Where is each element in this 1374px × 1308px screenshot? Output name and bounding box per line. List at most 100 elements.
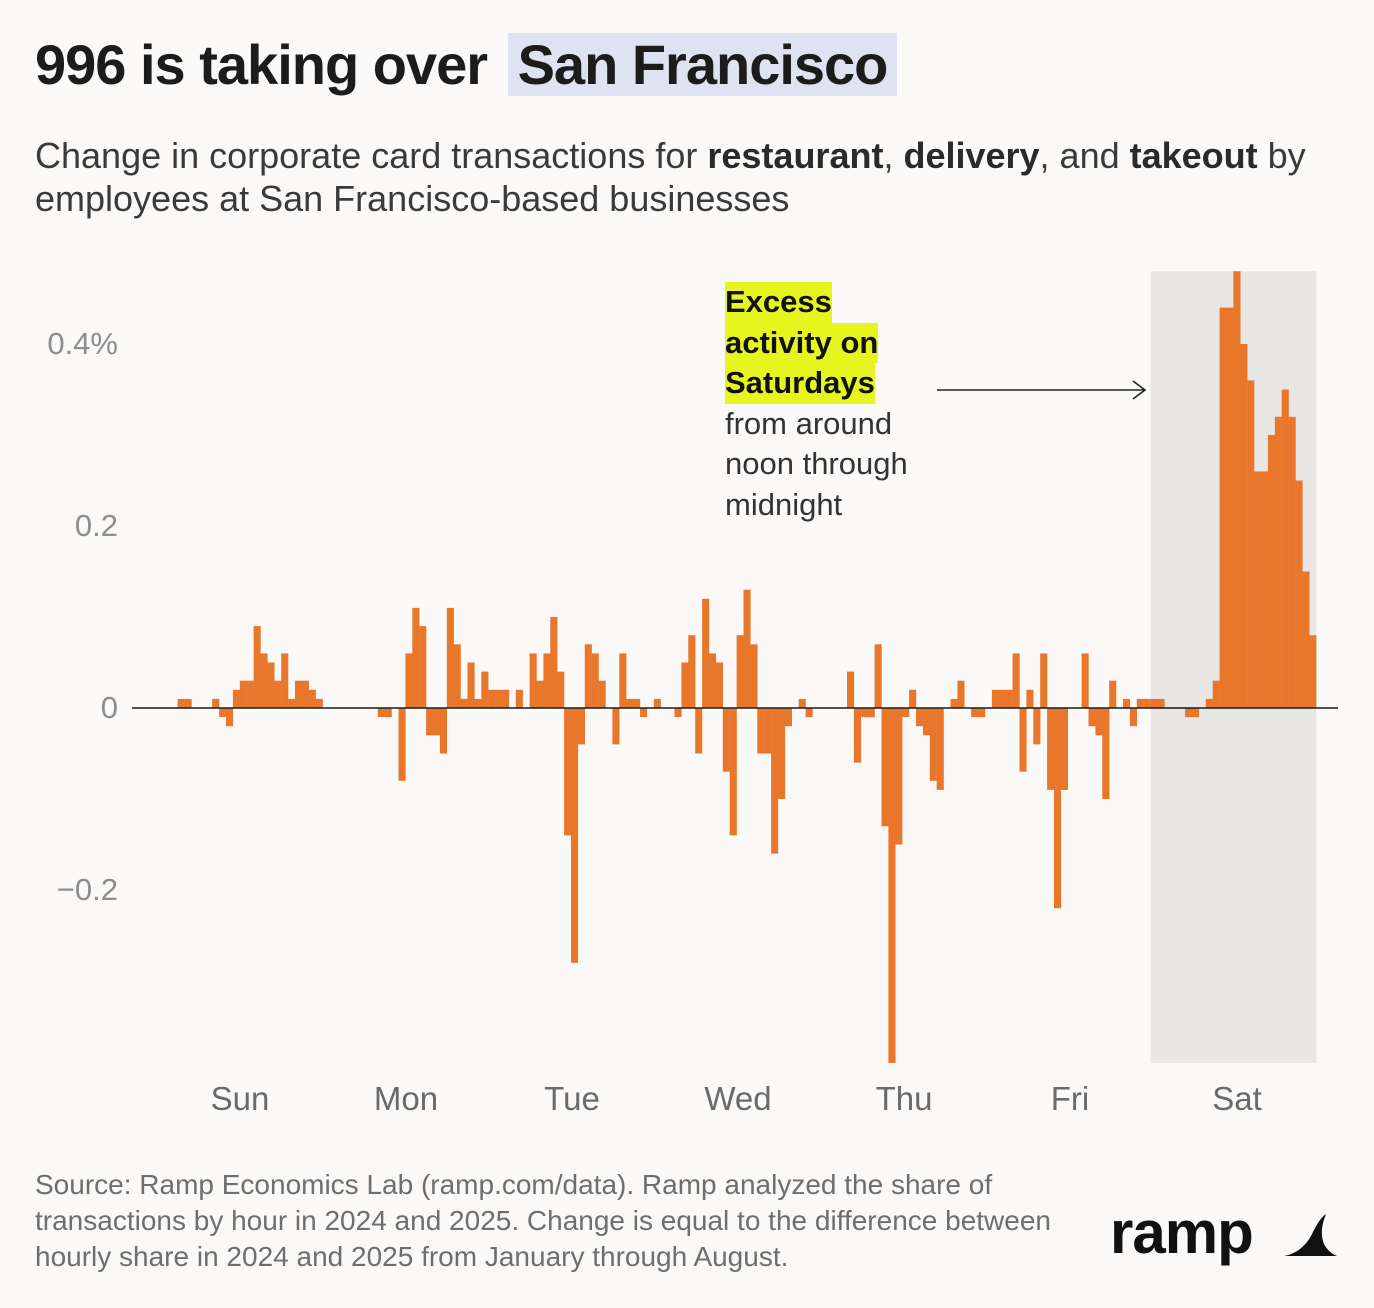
bar-sun-h19	[288, 698, 296, 708]
bar-tue-h21	[633, 698, 641, 708]
bar-wed-h0	[653, 698, 661, 708]
bar-wed-h14	[750, 644, 758, 708]
title-main: 996 is taking over	[35, 33, 488, 96]
bar-wed-h18	[778, 708, 786, 799]
bar-fri-h1	[991, 689, 999, 708]
bar-tue-h1	[495, 689, 503, 708]
bar-thu-h9	[881, 708, 889, 827]
bar-wed-h13	[743, 589, 751, 708]
annotation-line: from around	[725, 405, 893, 441]
x-tick-label-thu: Thu	[875, 1080, 933, 1117]
bar-sat-h1	[1157, 698, 1165, 708]
bar-thu-h4	[847, 671, 855, 708]
bar-fri-h17	[1102, 708, 1110, 799]
bar-wed-h10	[722, 708, 730, 772]
bar-wed-h9	[715, 662, 723, 708]
bar-tue-h22	[640, 708, 648, 718]
bar-wed-h15	[757, 708, 765, 754]
bar-fri-h7	[1033, 708, 1041, 745]
bar-sun-h14	[253, 626, 261, 708]
x-tick-label-sun: Sun	[210, 1080, 270, 1117]
bar-wed-h6	[695, 708, 703, 754]
bar-tue-h11	[564, 708, 572, 836]
bar-tue-h18	[612, 708, 620, 745]
bar-thu-h6	[860, 708, 868, 718]
bar-wed-h16	[764, 708, 772, 754]
bar-thu-h10	[888, 708, 896, 1063]
bar-sun-h9	[219, 708, 227, 718]
bar-mon-h23	[481, 671, 489, 708]
bar-thu-h14	[916, 708, 924, 727]
bar-sat-h23	[1309, 635, 1317, 708]
annotation-highlight-line: Saturdays	[725, 363, 875, 404]
bar-thu-h5	[853, 708, 861, 763]
bar-sat-h0	[1150, 698, 1158, 708]
bar-sat-h15	[1254, 471, 1262, 708]
bar-sun-h20	[295, 680, 303, 708]
bar-wed-h5	[688, 635, 696, 708]
bar-fri-h18	[1109, 680, 1117, 708]
bar-thu-h16	[929, 708, 937, 781]
title-highlight: San Francisco	[507, 33, 898, 96]
bar-fri-h15	[1088, 708, 1096, 727]
bar-sun-h12	[239, 680, 247, 708]
bar-wed-h8	[709, 653, 717, 708]
bar-fri-h22	[1136, 698, 1144, 708]
bar-sun-h16	[267, 662, 275, 708]
bar-fri-h20	[1123, 698, 1131, 708]
x-tick-label-sat: Sat	[1212, 1080, 1262, 1117]
bar-tue-h19	[619, 653, 627, 708]
bar-sun-h21	[301, 680, 309, 708]
bar-mon-h8	[377, 708, 385, 718]
subtitle-text: Change in corporate card transactions fo…	[35, 135, 708, 176]
bar-tue-h4	[515, 689, 523, 708]
y-tick-label: 0.4%	[47, 326, 118, 361]
subtitle-text: by employees at San Francisco-based busi…	[35, 135, 1306, 219]
y-tick-label: −0.2	[56, 872, 118, 907]
bar-tue-h8	[543, 653, 551, 708]
bar-mon-h20	[460, 698, 468, 708]
bar-wed-h4	[681, 662, 689, 708]
bar-tue-h10	[557, 671, 565, 708]
bar-thu-h23	[978, 708, 986, 718]
subtitle-text: , and	[1039, 135, 1130, 176]
bar-tue-h20	[626, 698, 634, 708]
bar-tue-h15	[591, 653, 599, 708]
annotation-line: midnight	[725, 486, 843, 522]
bar-fri-h16	[1095, 708, 1103, 736]
bar-wed-h12	[736, 635, 744, 708]
x-tick-label-fri: Fri	[1050, 1080, 1090, 1117]
subtitle-bold-term: takeout	[1129, 135, 1258, 176]
bar-thu-h19	[950, 698, 958, 708]
bar-tue-h9	[550, 617, 558, 708]
x-tick-label-tue: Tue	[544, 1080, 600, 1117]
bar-sun-h18	[281, 653, 289, 708]
bar-mon-h13	[412, 607, 420, 708]
annotation-highlight-line: Excess	[725, 282, 832, 323]
ramp-logo-icon	[1284, 1214, 1337, 1256]
subtitle-text: ,	[883, 135, 904, 176]
source-note: Source: Ramp Economics Lab (ramp.com/dat…	[35, 1169, 1051, 1272]
bar-sat-h16	[1261, 471, 1269, 708]
bar-mon-h18	[446, 607, 454, 708]
bar-mon-h11	[398, 708, 406, 781]
bar-fri-h11	[1060, 708, 1068, 790]
bar-thu-h12	[902, 708, 910, 718]
bar-thu-h13	[909, 689, 917, 708]
bar-sun-h11	[232, 689, 240, 708]
x-tick-label-mon: Mon	[373, 1080, 439, 1117]
bar-mon-h16	[433, 708, 441, 736]
bar-thu-h8	[874, 644, 882, 708]
bar-sat-h18	[1274, 416, 1282, 708]
bar-thu-h17	[936, 708, 944, 790]
bar-sat-h11	[1226, 307, 1234, 708]
chart-title: 996 is taking over San Francisco	[35, 26, 898, 104]
bar-fri-h10	[1054, 708, 1062, 909]
bar-sun-h23	[315, 698, 323, 708]
bar-sat-h20	[1288, 416, 1296, 708]
bar-sun-h17	[274, 680, 282, 708]
bar-wed-h11	[729, 708, 737, 836]
bar-sat-h17	[1267, 435, 1275, 708]
bar-tue-h14	[584, 644, 592, 708]
bar-sun-h22	[308, 689, 316, 708]
